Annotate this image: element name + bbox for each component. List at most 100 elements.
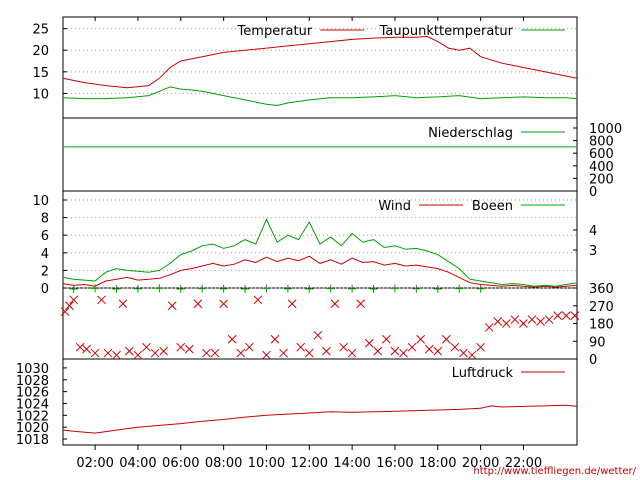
direction-point <box>305 284 314 293</box>
marker-stroke <box>65 301 74 311</box>
marker-stroke <box>527 315 537 324</box>
series-line-luftdruck <box>62 404 578 434</box>
y2-tick-label: 180 <box>589 318 614 333</box>
direction-point <box>103 348 113 358</box>
x-tick-label: 22:00 <box>505 456 542 471</box>
legend-label: Luftdruck <box>452 366 514 381</box>
direction-point <box>185 344 194 354</box>
marker-stroke <box>313 330 323 340</box>
direction-point <box>459 348 468 358</box>
direction-point <box>373 346 383 356</box>
marker-stroke <box>484 323 494 332</box>
direction-point <box>150 348 160 358</box>
direction-point <box>476 342 485 352</box>
series-line-temperatur <box>62 35 578 89</box>
direction-point <box>347 348 357 358</box>
y-tick-label: 15 <box>32 66 49 81</box>
direction-point <box>501 319 511 328</box>
x-tick-label: 08:00 <box>205 456 242 471</box>
marker-stroke <box>433 346 443 356</box>
y2-tick-label: 1000 <box>589 122 622 137</box>
y-tick-label: 25 <box>32 23 49 38</box>
x-tick-label: 20:00 <box>462 456 499 471</box>
direction-point <box>241 284 250 293</box>
direction-point <box>442 334 451 344</box>
direction-point <box>244 342 254 352</box>
y-tick-label: 1020 <box>16 421 49 436</box>
y2-tick-label: 90 <box>589 335 606 350</box>
marker-stroke <box>176 342 186 352</box>
direction-point <box>510 315 520 324</box>
direction-point <box>270 334 280 344</box>
y2-tick-label: 0 <box>589 353 597 368</box>
panel-wind <box>62 218 578 288</box>
y-tick-label: 20 <box>32 44 49 59</box>
marker-stroke <box>364 338 374 348</box>
marker-stroke <box>193 299 203 309</box>
direction-point <box>364 338 374 348</box>
plot-frame <box>62 16 578 446</box>
marker-stroke <box>561 311 571 320</box>
direction-point <box>313 330 323 340</box>
direction-point <box>167 301 177 311</box>
marker-stroke <box>356 299 366 309</box>
direction-point <box>322 346 331 356</box>
direction-point <box>97 295 106 305</box>
y-tick-label: 2 <box>41 264 49 279</box>
y-tick-label: 4 <box>41 247 49 262</box>
direction-point <box>202 348 211 358</box>
direction-point <box>279 348 288 358</box>
direction-point <box>159 346 169 356</box>
source-credit: http://www.tiefflie­gen.de/wetter/ <box>473 466 636 477</box>
marker-stroke <box>244 342 254 352</box>
marker-stroke <box>407 342 417 352</box>
direction-point <box>348 284 357 293</box>
legends: Taupunkttemperatur Temperatur Niederschlag… <box>237 24 565 381</box>
x-tick-label: 16:00 <box>376 456 413 471</box>
direction-point <box>142 342 151 352</box>
direction-point <box>133 284 142 293</box>
marker-stroke <box>262 350 271 360</box>
marker-stroke <box>287 299 297 309</box>
direction-point <box>125 346 134 356</box>
series-line-taupunkttemperatur <box>62 86 578 107</box>
marker-stroke <box>424 344 434 354</box>
direction-point <box>382 334 391 344</box>
marker-stroke <box>459 348 468 358</box>
marker-stroke <box>227 334 237 344</box>
marker-stroke <box>390 346 400 356</box>
y-tick-label: 8 <box>41 212 49 227</box>
marker-stroke <box>97 295 106 305</box>
direction-point <box>210 348 220 358</box>
y2-tick-label: 3 <box>589 244 597 259</box>
marker-stroke <box>322 346 331 356</box>
marker-stroke <box>553 311 563 320</box>
series-layer <box>60 35 580 434</box>
legend-label: Wind <box>378 199 411 214</box>
direction-point <box>356 299 366 309</box>
direction-point <box>227 334 237 344</box>
marker-stroke <box>296 342 306 352</box>
direction-point <box>296 342 306 352</box>
marker-stroke <box>510 315 520 324</box>
marker-stroke <box>399 348 408 358</box>
marker-stroke <box>467 350 477 360</box>
direction-point <box>476 284 485 293</box>
direction-point <box>390 284 399 293</box>
marker-stroke <box>570 311 580 320</box>
marker-stroke <box>501 319 511 328</box>
y2-tick-label: 800 <box>589 135 614 150</box>
direction-point <box>484 323 494 332</box>
x-tick-label: 18:00 <box>419 456 456 471</box>
direction-point <box>553 311 563 320</box>
direction-point <box>112 350 121 360</box>
marker-stroke <box>339 342 348 352</box>
x-tick-label: 02:00 <box>76 456 113 471</box>
y-tick-label: 10 <box>32 87 49 102</box>
direction-point <box>262 350 271 360</box>
marker-stroke <box>236 348 246 358</box>
marker-stroke <box>185 344 194 354</box>
marker-stroke <box>279 348 288 358</box>
y2-tick-label: 270 <box>589 300 614 315</box>
